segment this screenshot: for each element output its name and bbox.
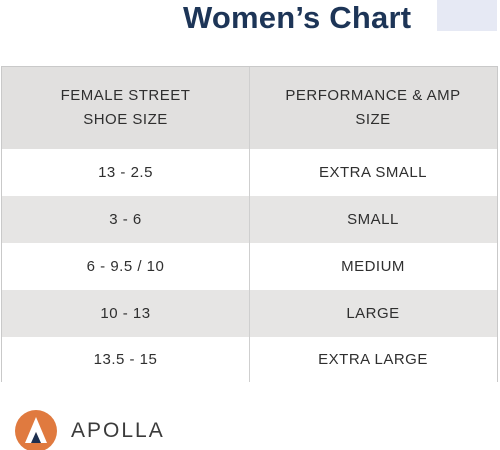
performance-size-cell: MEDIUM xyxy=(341,257,405,275)
table-row: 6 - 9.5 / 10 MEDIUM xyxy=(2,243,497,290)
column-divider xyxy=(249,290,250,337)
header-street-shoe-size: FEMALE STREET SHOE SIZE xyxy=(60,87,191,128)
performance-size-cell: EXTRA LARGE xyxy=(318,350,428,368)
street-size-cell: 6 - 9.5 / 10 xyxy=(86,257,165,275)
header-performance-amp-size: PERFORMANCE & AMP SIZE xyxy=(285,87,461,128)
table-row: 3 - 6 SMALL xyxy=(2,196,497,243)
page-title: Women’s Chart xyxy=(183,0,412,35)
street-size-cell: 13.5 - 15 xyxy=(93,350,158,368)
column-divider xyxy=(249,337,250,382)
apolla-logo-icon xyxy=(15,410,57,450)
column-divider xyxy=(249,149,250,196)
performance-size-cell: LARGE xyxy=(346,304,400,322)
performance-size-cell: EXTRA SMALL xyxy=(318,163,428,181)
title-accent-box xyxy=(437,0,497,31)
table-row: 10 - 13 LARGE xyxy=(2,290,497,337)
performance-size-cell: SMALL xyxy=(347,210,399,228)
table-row: 13.5 - 15 EXTRA LARGE xyxy=(2,337,497,382)
column-divider xyxy=(249,243,250,290)
brand-name: APOLLA xyxy=(71,419,165,442)
column-divider xyxy=(249,196,250,243)
table-row: 13 - 2.5 EXTRA SMALL xyxy=(2,149,497,196)
street-size-cell: 13 - 2.5 xyxy=(98,163,153,181)
table-header-row: FEMALE STREET SHOE SIZE PERFORMANCE & AM… xyxy=(2,67,497,149)
size-chart-table: FEMALE STREET SHOE SIZE PERFORMANCE & AM… xyxy=(1,66,498,382)
street-size-cell: 10 - 13 xyxy=(100,304,151,322)
street-size-cell: 3 - 6 xyxy=(109,210,142,228)
column-divider xyxy=(249,67,250,149)
